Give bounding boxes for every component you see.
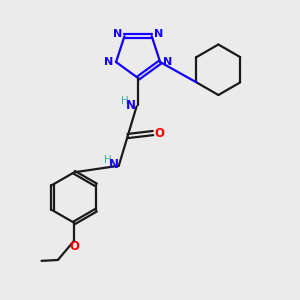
Text: N: N	[108, 158, 118, 171]
Text: H: H	[103, 155, 111, 165]
Text: N: N	[113, 29, 123, 39]
Text: O: O	[69, 239, 79, 253]
Text: N: N	[126, 99, 136, 112]
Text: O: O	[154, 127, 164, 140]
Text: N: N	[163, 57, 172, 67]
Text: N: N	[104, 57, 113, 67]
Text: H: H	[122, 96, 129, 106]
Text: N: N	[154, 29, 163, 39]
